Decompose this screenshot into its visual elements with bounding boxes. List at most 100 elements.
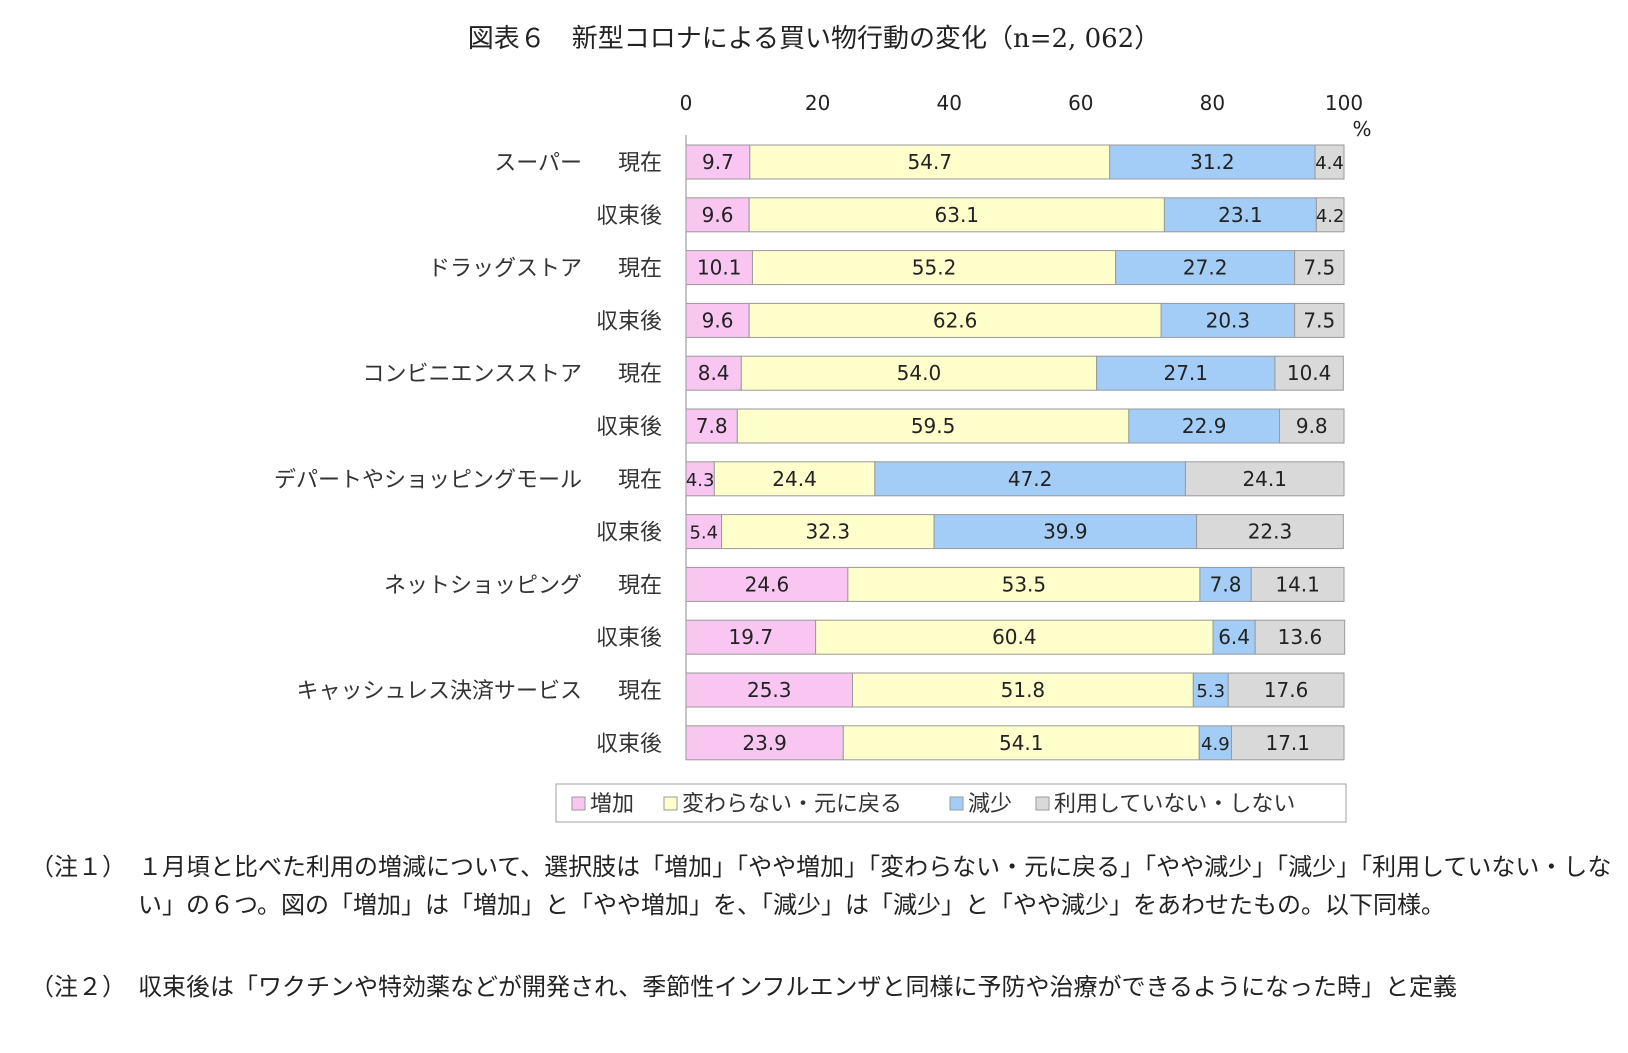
legend-label-3: 利用していない・しない bbox=[1054, 792, 1295, 817]
category-label-8: ネットショッピング bbox=[384, 573, 582, 598]
bar-segment-r4-s1 bbox=[740, 355, 1098, 391]
data-label-r3-s2: 20.3 bbox=[1206, 308, 1251, 332]
category-label-4: コンビニエンスストア bbox=[362, 362, 582, 387]
period-label-10: 現在 bbox=[618, 679, 662, 704]
data-label-r0-s0: 9.7 bbox=[702, 150, 734, 174]
bar-segment-r1-s1 bbox=[748, 197, 1165, 233]
data-label-r10-s0: 25.3 bbox=[747, 678, 792, 702]
bar-segment-r7-s2 bbox=[933, 514, 1198, 550]
data-label-r4-s1: 54.0 bbox=[897, 361, 942, 385]
data-label-r4-s3: 10.4 bbox=[1287, 361, 1332, 385]
bar-segment-r7-s1 bbox=[721, 514, 935, 550]
x-axis-unit: % bbox=[1352, 117, 1371, 141]
bar-segment-r0-s2 bbox=[1109, 144, 1316, 180]
legend-swatch-0 bbox=[571, 796, 586, 811]
bar-segment-r10-s0 bbox=[685, 672, 853, 708]
bar-segment-r6-s3 bbox=[1184, 461, 1345, 497]
data-label-r1-s1: 63.1 bbox=[935, 203, 980, 227]
bar-segment-r10-s2 bbox=[1192, 672, 1229, 708]
x-tick-label-4: 80 bbox=[1200, 91, 1225, 115]
data-label-r2-s1: 55.2 bbox=[912, 256, 957, 280]
data-label-r6-s2: 47.2 bbox=[1008, 467, 1053, 491]
data-label-r5-s1: 59.5 bbox=[911, 414, 956, 438]
bar-segment-r6-s1 bbox=[713, 461, 876, 497]
period-label-3: 収束後 bbox=[596, 309, 662, 334]
data-label-r9-s3: 13.6 bbox=[1278, 625, 1323, 649]
data-label-r11-s2: 4.9 bbox=[1201, 734, 1230, 755]
x-tick-label-0: 0 bbox=[680, 91, 693, 115]
bar-segment-r5-s3 bbox=[1279, 408, 1345, 444]
category-label-6: デパートやショッピングモール bbox=[274, 468, 582, 493]
data-label-r10-s3: 17.6 bbox=[1264, 678, 1309, 702]
data-label-r8-s1: 53.5 bbox=[1002, 572, 1047, 596]
data-label-r3-s1: 62.6 bbox=[933, 308, 978, 332]
bar-segment-r3-s3 bbox=[1294, 302, 1345, 338]
data-label-r9-s2: 6.4 bbox=[1218, 625, 1250, 649]
data-label-r4-s0: 8.4 bbox=[698, 361, 730, 385]
category-label-0: スーパー bbox=[494, 151, 582, 176]
data-label-r0-s1: 54.7 bbox=[908, 150, 953, 174]
data-label-r2-s3: 7.5 bbox=[1303, 256, 1335, 280]
bar-segment-r10-s3 bbox=[1227, 672, 1345, 708]
bar-segment-r1-s3 bbox=[1315, 197, 1345, 233]
bar-segment-r11-s3 bbox=[1230, 725, 1345, 761]
bar-segment-r0-s0 bbox=[685, 144, 751, 180]
data-label-r0-s3: 4.4 bbox=[1315, 153, 1344, 174]
chart-title: 図表６ 新型コロナによる買い物行動の変化（n=2, 062） bbox=[467, 24, 1161, 54]
bar-segment-r11-s0 bbox=[685, 725, 844, 761]
legend-swatch-2 bbox=[949, 796, 964, 811]
data-label-r9-s0: 19.7 bbox=[729, 625, 774, 649]
bar-segment-r2-s1 bbox=[751, 250, 1117, 286]
bar-segment-r5-s1 bbox=[736, 408, 1130, 444]
category-label-10: キャッシュレス決済サービス bbox=[296, 679, 582, 704]
note-2-text: 収束後は「ワクチンや特効薬などが開発され、季節性インフルエンザと同様に予防や治療… bbox=[138, 973, 1458, 1001]
data-label-r7-s3: 22.3 bbox=[1248, 520, 1293, 544]
data-label-r5-s0: 7.8 bbox=[696, 414, 728, 438]
period-label-7: 収束後 bbox=[596, 521, 662, 546]
bar-segment-r3-s0 bbox=[685, 302, 750, 338]
bar-segment-r6-s0 bbox=[685, 461, 715, 497]
data-label-r2-s2: 27.2 bbox=[1183, 256, 1228, 280]
data-label-r1-s3: 4.2 bbox=[1316, 206, 1345, 227]
legend-swatch-3 bbox=[1035, 796, 1050, 811]
category-label-2: ドラッグストア bbox=[428, 257, 582, 282]
x-tick-label-2: 40 bbox=[936, 91, 961, 115]
bar-segment-r8-s1 bbox=[847, 566, 1201, 602]
data-label-r5-s3: 9.8 bbox=[1296, 414, 1328, 438]
data-label-r3-s3: 7.5 bbox=[1303, 308, 1335, 332]
bar-segment-r8-s3 bbox=[1250, 566, 1345, 602]
x-tick-label-5: 100 bbox=[1325, 91, 1363, 115]
data-label-r3-s0: 9.6 bbox=[702, 308, 734, 332]
data-label-r5-s2: 22.9 bbox=[1182, 414, 1227, 438]
data-label-r8-s3: 14.1 bbox=[1275, 572, 1320, 596]
data-label-r10-s1: 51.8 bbox=[1001, 678, 1046, 702]
x-tick-label-3: 60 bbox=[1068, 91, 1093, 115]
data-label-r6-s0: 4.3 bbox=[686, 470, 715, 491]
bar-segment-r9-s3 bbox=[1254, 619, 1346, 655]
data-label-r2-s0: 10.1 bbox=[697, 256, 742, 280]
bar-segment-r2-s0 bbox=[685, 250, 753, 286]
note-1-text: １月頃と比べた利用の増減について、選択肢は「増加」「やや増加」「変わらない・元に… bbox=[138, 853, 1612, 919]
bar-segment-r2-s2 bbox=[1115, 250, 1296, 286]
note-2-label: （注２） bbox=[30, 973, 126, 1001]
note-1-label: （注１） bbox=[30, 853, 126, 881]
bar-segment-r4-s3 bbox=[1274, 355, 1344, 391]
data-label-r1-s0: 9.6 bbox=[702, 203, 734, 227]
period-label-4: 現在 bbox=[618, 362, 662, 387]
bar-segment-r6-s2 bbox=[874, 461, 1186, 497]
data-label-r6-s1: 24.4 bbox=[772, 467, 817, 491]
data-label-r10-s2: 5.3 bbox=[1196, 681, 1225, 702]
data-label-r11-s3: 17.1 bbox=[1265, 731, 1310, 755]
bar-segment-r4-s2 bbox=[1096, 355, 1276, 391]
data-label-r11-s0: 23.9 bbox=[742, 731, 787, 755]
period-label-2: 現在 bbox=[618, 257, 662, 282]
legend-swatch-1 bbox=[663, 796, 678, 811]
bar-segment-r9-s2 bbox=[1212, 619, 1256, 655]
data-label-r1-s2: 23.1 bbox=[1218, 203, 1263, 227]
bar-segment-r8-s2 bbox=[1199, 566, 1252, 602]
period-label-6: 現在 bbox=[618, 468, 662, 493]
data-label-r0-s2: 31.2 bbox=[1190, 150, 1235, 174]
data-label-r6-s3: 24.1 bbox=[1242, 467, 1287, 491]
data-label-r7-s2: 39.9 bbox=[1043, 520, 1088, 544]
